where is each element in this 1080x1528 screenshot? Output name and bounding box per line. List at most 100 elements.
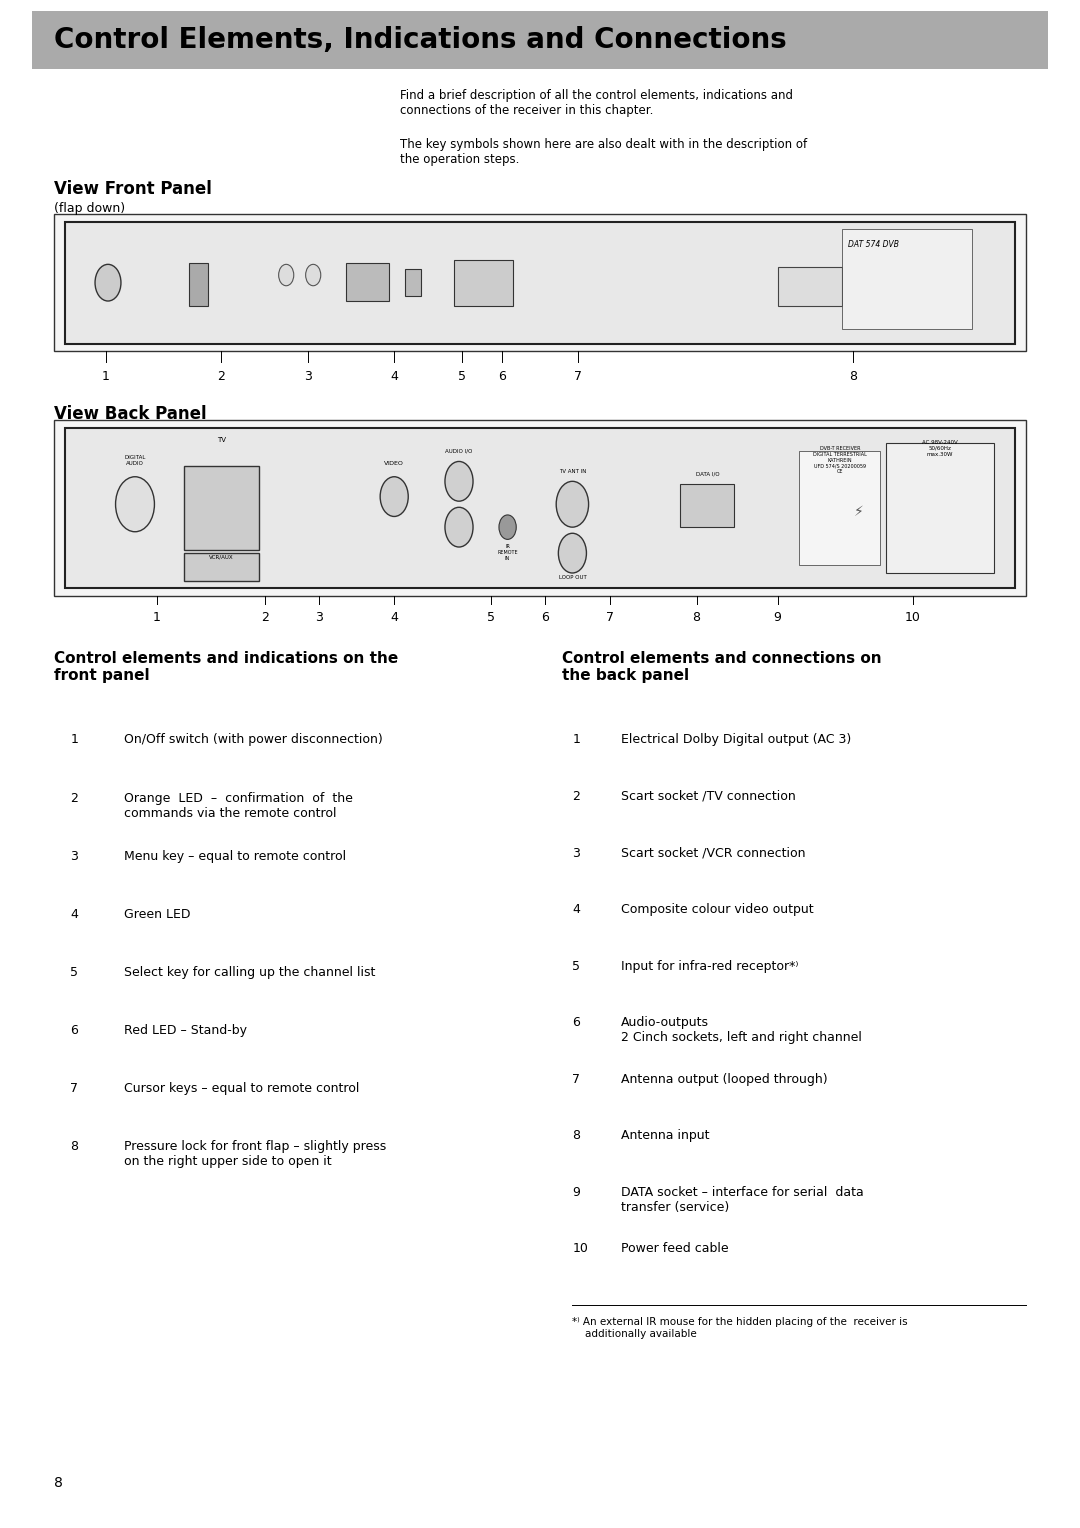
Text: DIGITAL
AUDIO: DIGITAL AUDIO bbox=[124, 455, 146, 466]
Text: 7: 7 bbox=[572, 1073, 580, 1086]
Text: Antenna input: Antenna input bbox=[621, 1129, 710, 1143]
Bar bbox=[346, 263, 389, 301]
Text: TV ANT IN: TV ANT IN bbox=[558, 469, 586, 474]
Text: AC 98V-240V
50/60Hz
max.30W: AC 98V-240V 50/60Hz max.30W bbox=[921, 440, 958, 457]
Text: Find a brief description of all the control elements, indications and
connection: Find a brief description of all the cont… bbox=[400, 89, 793, 116]
Text: 4: 4 bbox=[70, 908, 78, 921]
Text: Green LED: Green LED bbox=[124, 908, 191, 921]
Bar bbox=[886, 443, 994, 573]
Text: TV: TV bbox=[217, 437, 226, 443]
Text: On/Off switch (with power disconnection): On/Off switch (with power disconnection) bbox=[124, 733, 383, 747]
Text: 1: 1 bbox=[70, 733, 78, 747]
Text: 2: 2 bbox=[217, 370, 226, 384]
Circle shape bbox=[499, 515, 516, 539]
Bar bbox=[778, 267, 842, 306]
Text: 7: 7 bbox=[606, 611, 615, 625]
Text: Select key for calling up the channel list: Select key for calling up the channel li… bbox=[124, 966, 376, 979]
Text: Pressure lock for front flap – slightly press
on the right upper side to open it: Pressure lock for front flap – slightly … bbox=[124, 1140, 387, 1167]
Circle shape bbox=[306, 264, 321, 286]
Text: 3: 3 bbox=[303, 370, 312, 384]
Text: 6: 6 bbox=[541, 611, 550, 625]
Text: Cursor keys – equal to remote control: Cursor keys – equal to remote control bbox=[124, 1082, 360, 1096]
Text: 10: 10 bbox=[905, 611, 920, 625]
Circle shape bbox=[380, 477, 408, 516]
Text: 1: 1 bbox=[102, 370, 110, 384]
Text: 6: 6 bbox=[572, 1016, 580, 1030]
Text: 5: 5 bbox=[572, 960, 580, 973]
Text: Scart socket /TV connection: Scart socket /TV connection bbox=[621, 790, 796, 804]
Text: Orange  LED  –  confirmation  of  the
commands via the remote control: Orange LED – confirmation of the command… bbox=[124, 792, 353, 819]
FancyBboxPatch shape bbox=[54, 214, 1026, 351]
Text: 10: 10 bbox=[572, 1242, 589, 1256]
Text: 5: 5 bbox=[70, 966, 78, 979]
Text: 8: 8 bbox=[70, 1140, 78, 1154]
Text: LOOP OUT: LOOP OUT bbox=[558, 575, 586, 579]
Text: (flap down): (flap down) bbox=[54, 202, 125, 215]
Text: 2: 2 bbox=[572, 790, 580, 804]
Text: 7: 7 bbox=[573, 370, 582, 384]
Text: Scart socket /VCR connection: Scart socket /VCR connection bbox=[621, 847, 806, 860]
Circle shape bbox=[556, 481, 589, 527]
Bar bbox=[799, 451, 880, 565]
Text: 8: 8 bbox=[572, 1129, 580, 1143]
Text: Menu key – equal to remote control: Menu key – equal to remote control bbox=[124, 850, 347, 863]
Text: 7: 7 bbox=[70, 1082, 78, 1096]
Text: ⚡: ⚡ bbox=[853, 504, 864, 520]
Text: The key symbols shown here are also dealt with in the description of
the operati: The key symbols shown here are also deal… bbox=[400, 138, 807, 165]
Text: 2: 2 bbox=[260, 611, 269, 625]
Text: 3: 3 bbox=[70, 850, 78, 863]
Text: Red LED – Stand-by: Red LED – Stand-by bbox=[124, 1024, 247, 1038]
Text: 8: 8 bbox=[849, 370, 858, 384]
Text: Control elements and indications on the
front panel: Control elements and indications on the … bbox=[54, 651, 399, 683]
Text: Control elements and connections on
the back panel: Control elements and connections on the … bbox=[562, 651, 881, 683]
Text: 5: 5 bbox=[487, 611, 496, 625]
Bar bbox=[65, 428, 1015, 588]
Bar bbox=[184, 553, 259, 581]
Text: 9: 9 bbox=[773, 611, 782, 625]
Bar bbox=[405, 269, 421, 296]
Text: 6: 6 bbox=[70, 1024, 78, 1038]
Circle shape bbox=[558, 533, 586, 573]
Bar bbox=[454, 260, 513, 306]
Text: DVB-T RECEIVER
DIGITAL TERRESTRIAL
KATHREIN
UFD 574/S 20200059
CE: DVB-T RECEIVER DIGITAL TERRESTRIAL KATHR… bbox=[813, 446, 867, 474]
Text: 4: 4 bbox=[390, 370, 399, 384]
Bar bbox=[184, 466, 259, 550]
Bar bbox=[680, 484, 734, 527]
Circle shape bbox=[116, 477, 154, 532]
Text: 6: 6 bbox=[498, 370, 507, 384]
Text: 8: 8 bbox=[692, 611, 701, 625]
Text: *⁾ An external IR mouse for the hidden placing of the  receiver is
    additiona: *⁾ An external IR mouse for the hidden p… bbox=[572, 1317, 908, 1339]
Text: Power feed cable: Power feed cable bbox=[621, 1242, 729, 1256]
Text: Input for infra-red receptor*⁾: Input for infra-red receptor*⁾ bbox=[621, 960, 798, 973]
Circle shape bbox=[95, 264, 121, 301]
Text: Audio-outputs
2 Cinch sockets, left and right channel: Audio-outputs 2 Cinch sockets, left and … bbox=[621, 1016, 862, 1044]
Text: 3: 3 bbox=[314, 611, 323, 625]
Text: Antenna output (looped through): Antenna output (looped through) bbox=[621, 1073, 827, 1086]
Bar bbox=[54, 420, 1026, 596]
Text: 4: 4 bbox=[390, 611, 399, 625]
Text: IR
REMOTE
IN: IR REMOTE IN bbox=[497, 544, 518, 561]
Text: DATA socket – interface for serial  data
transfer (service): DATA socket – interface for serial data … bbox=[621, 1186, 864, 1213]
Text: VIDEO: VIDEO bbox=[384, 461, 404, 466]
Text: View Front Panel: View Front Panel bbox=[54, 180, 212, 199]
Text: AUDIO I/O: AUDIO I/O bbox=[445, 449, 473, 454]
Text: DAT 574 DVB: DAT 574 DVB bbox=[848, 240, 899, 249]
Circle shape bbox=[445, 507, 473, 547]
Text: 5: 5 bbox=[458, 370, 467, 384]
Bar bbox=[842, 229, 972, 329]
Text: 9: 9 bbox=[572, 1186, 580, 1199]
Text: 1: 1 bbox=[152, 611, 161, 625]
Text: 4: 4 bbox=[572, 903, 580, 917]
Text: VCR/AUX: VCR/AUX bbox=[210, 555, 233, 559]
Text: Composite colour video output: Composite colour video output bbox=[621, 903, 813, 917]
Bar bbox=[65, 222, 1015, 344]
FancyBboxPatch shape bbox=[32, 11, 1048, 69]
Circle shape bbox=[445, 461, 473, 501]
Text: 2: 2 bbox=[70, 792, 78, 805]
Text: Electrical Dolby Digital output (AC 3): Electrical Dolby Digital output (AC 3) bbox=[621, 733, 851, 747]
Text: DATA I/O: DATA I/O bbox=[696, 472, 719, 477]
Text: 1: 1 bbox=[572, 733, 580, 747]
Bar bbox=[189, 263, 208, 306]
Text: 3: 3 bbox=[572, 847, 580, 860]
Circle shape bbox=[279, 264, 294, 286]
